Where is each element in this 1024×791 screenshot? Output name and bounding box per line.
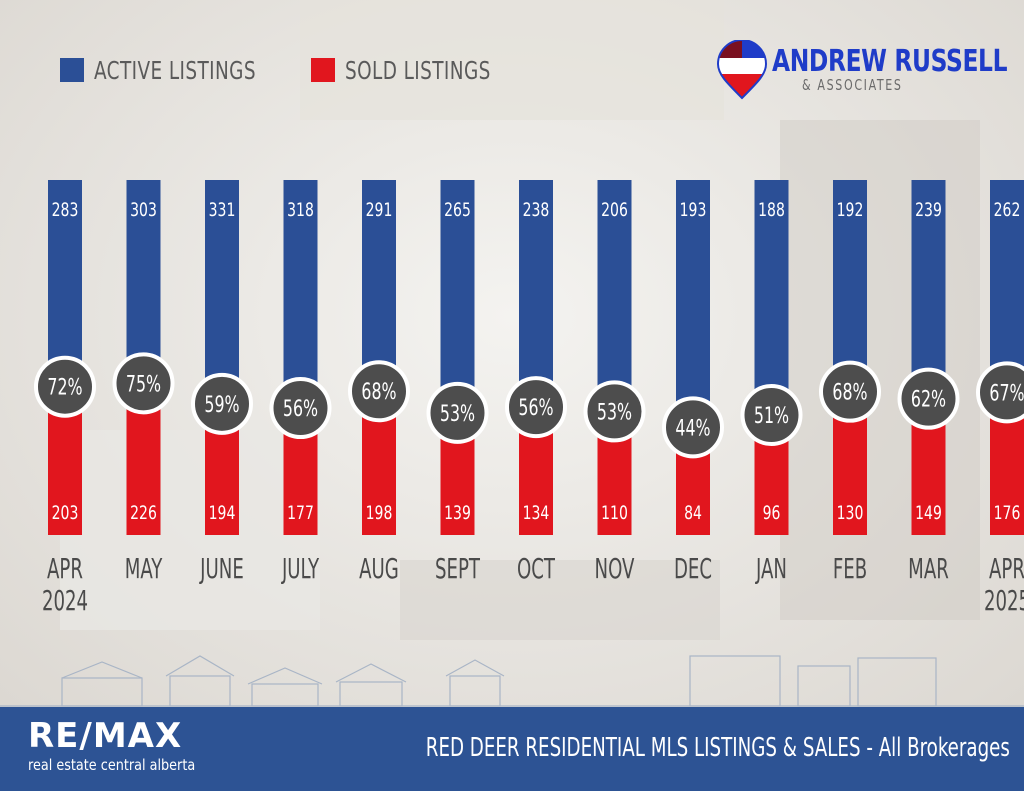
legend-sold: SOLD LISTINGS: [311, 55, 523, 85]
logo-brand-name: ANDREW RUSSELL: [772, 44, 1008, 79]
ratio-label-12: 67%: [989, 380, 1024, 405]
ratio-label-7: 53%: [597, 400, 632, 425]
active-value-label-2: 331: [209, 200, 236, 222]
x-tick-label-0-0: APR: [47, 552, 83, 585]
bar-active-9: [754, 180, 789, 415]
ratio-label-5: 53%: [440, 401, 475, 426]
remax-subtitle: real estate central alberta: [28, 756, 196, 774]
bar-active-2: [205, 180, 239, 404]
x-tick-label-2-0: JUNE: [199, 552, 244, 585]
sold-value-label-4: 198: [366, 503, 393, 525]
bar-active-3: [283, 180, 318, 409]
town-skyline-illustration: [0, 655, 1024, 707]
legend-sold-swatch: [311, 58, 335, 82]
sold-value-label-5: 139: [444, 503, 471, 525]
active-value-label-10: 192: [837, 200, 864, 222]
sold-value-label-1: 226: [130, 503, 157, 525]
legend-active-label: ACTIVE LISTINGS: [94, 55, 257, 85]
sold-value-label-2: 194: [209, 503, 236, 525]
ratio-label-11: 62%: [911, 387, 946, 412]
bar-active-4: [362, 180, 396, 392]
andrew-russell-logo: ANDREW RUSSELL & ASSOCIATES: [716, 40, 1007, 100]
sold-value-label-7: 110: [601, 503, 628, 525]
x-tick-label-8-0: DEC: [674, 552, 712, 585]
ratio-badge-0: [34, 355, 96, 418]
legend-active: ACTIVE LISTINGS: [60, 55, 292, 85]
bar-active-11: [911, 180, 946, 399]
x-tick-label-12-1: 2025: [984, 584, 1024, 617]
ratio-badge-7: [583, 380, 646, 443]
ratio-badge-8: [662, 396, 724, 459]
ratio-label-8: 44%: [675, 415, 710, 440]
sold-value-label-9: 96: [763, 503, 781, 525]
bar-active-0: [48, 180, 82, 387]
active-value-label-3: 318: [287, 200, 314, 222]
active-value-label-1: 303: [130, 200, 157, 222]
sold-value-label-3: 177: [287, 503, 314, 525]
x-tick-label-9-0: JAN: [754, 552, 787, 585]
ratio-badge-11: [897, 367, 960, 430]
x-tick-label-11-0: MAR: [908, 552, 949, 585]
ratio-label-10: 68%: [832, 380, 867, 405]
x-tick-label-4-0: AUG: [359, 552, 399, 585]
ratio-badge-9: [740, 384, 803, 446]
bar-active-5: [440, 180, 475, 413]
active-value-label-0: 283: [52, 200, 79, 222]
pin-logo-icon: [716, 40, 768, 100]
active-value-label-9: 188: [758, 200, 785, 222]
ratio-label-6: 56%: [518, 395, 553, 420]
legend-sold-label: SOLD LISTINGS: [345, 55, 491, 85]
ratio-badge-12: [976, 361, 1024, 424]
ratio-badge-2: [191, 372, 253, 435]
x-tick-label-12-0: APR: [989, 552, 1024, 585]
legend-active-swatch: [60, 58, 84, 82]
x-tick-label-0-1: 2024: [42, 584, 88, 617]
ratio-badge-3: [269, 377, 332, 440]
bar-active-12: [990, 180, 1024, 393]
x-tick-label-7-0: NOV: [595, 552, 635, 585]
sold-value-label-0: 203: [52, 503, 79, 525]
ratio-label-3: 56%: [283, 396, 318, 421]
sold-value-label-8: 84: [684, 503, 702, 525]
active-value-label-7: 206: [601, 200, 628, 222]
ratio-badge-4: [348, 360, 410, 423]
x-tick-label-10-0: FEB: [833, 552, 867, 585]
ratio-label-1: 75%: [126, 371, 161, 396]
active-value-label-11: 239: [915, 200, 942, 222]
footer-bar: [0, 707, 1024, 791]
ratio-badge-1: [112, 352, 175, 415]
sold-value-label-10: 130: [837, 503, 864, 525]
footer-title: RED DEER RESIDENTIAL MLS LISTINGS & SALE…: [425, 733, 1010, 763]
x-tick-label-5-0: SEPT: [435, 552, 480, 585]
ratio-label-9: 51%: [754, 403, 789, 428]
active-value-label-6: 238: [523, 200, 550, 222]
remax-logo: RE/MAX: [28, 716, 183, 756]
bar-active-6: [519, 180, 553, 408]
ratio-badge-5: [426, 381, 489, 444]
bar-active-7: [597, 180, 632, 412]
ratio-badge-6: [505, 376, 567, 439]
x-tick-label-3-0: JULY: [280, 552, 319, 585]
bar-active-1: [126, 180, 161, 384]
ratio-label-2: 59%: [204, 392, 239, 417]
sold-value-label-6: 134: [523, 503, 550, 525]
active-value-label-8: 193: [680, 200, 707, 222]
bar-active-10: [833, 180, 867, 392]
logo-brand-subtitle: & ASSOCIATES: [802, 76, 903, 94]
ratio-badge-10: [819, 360, 881, 423]
bar-active-8: [676, 180, 710, 428]
active-value-label-4: 291: [366, 200, 393, 222]
active-value-label-5: 265: [444, 200, 471, 222]
x-tick-label-1-0: MAY: [125, 552, 163, 585]
active-value-label-12: 262: [994, 200, 1021, 222]
x-tick-label-6-0: OCT: [517, 552, 555, 585]
ratio-label-4: 68%: [361, 379, 396, 404]
sold-value-label-11: 149: [915, 503, 942, 525]
ratio-label-0: 72%: [47, 375, 82, 400]
sold-value-label-12: 176: [994, 503, 1021, 525]
